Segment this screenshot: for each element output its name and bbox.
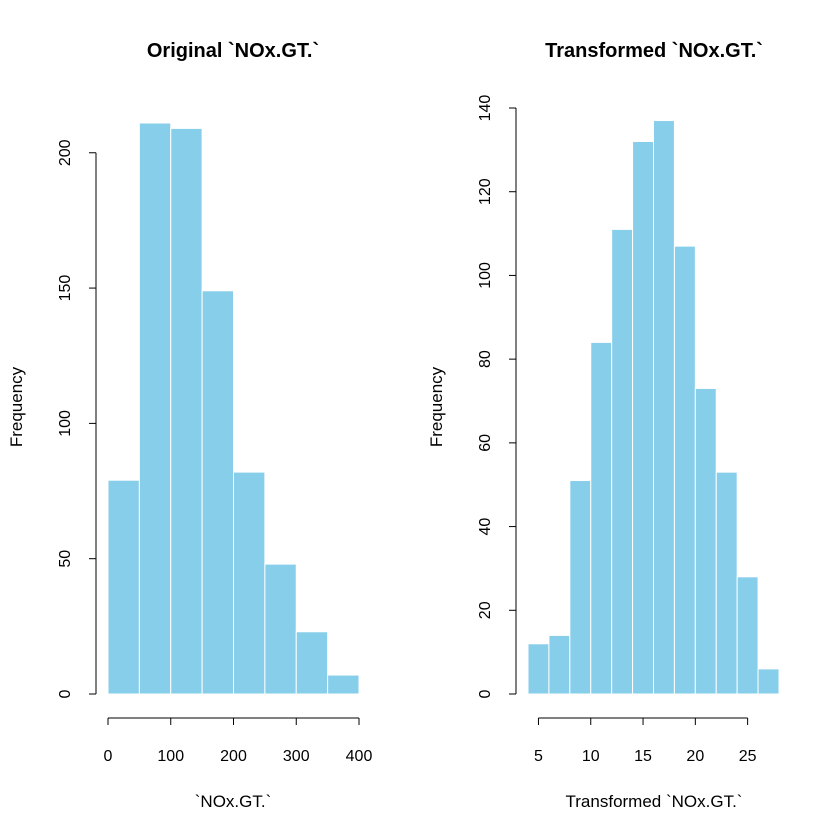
x-tick-label: 10 <box>582 748 600 765</box>
y-tick-label: 40 <box>477 518 494 536</box>
y-tick-label: 60 <box>477 434 494 452</box>
histogram-bar <box>757 668 780 695</box>
y-axis-title: Frequency <box>427 366 446 447</box>
histogram-bar <box>170 127 203 695</box>
x-tick-label: 300 <box>283 748 310 765</box>
histogram-bar <box>233 471 266 695</box>
histogram-bar <box>632 140 654 695</box>
histogram-bar <box>527 643 550 695</box>
histogram-transformed: Transformed `NOx.GT.` Transformed `NOx.G… <box>427 40 780 811</box>
histogram-bar <box>611 228 634 695</box>
y-tick-label: 150 <box>57 275 74 302</box>
histogram-bar <box>736 576 759 695</box>
histogram-bar <box>107 479 140 695</box>
histogram-bar <box>264 563 297 695</box>
x-tick-label: 5 <box>534 748 543 765</box>
x-tick-label: 200 <box>220 748 247 765</box>
histogram-bar <box>138 122 172 695</box>
x-tick-label: 0 <box>104 748 113 765</box>
x-axis: 0 100 200 300 400 <box>104 717 373 765</box>
x-axis-title: `NOx.GT.` <box>195 792 272 811</box>
histogram-bar <box>653 120 675 695</box>
y-tick-label: 50 <box>57 550 74 568</box>
y-tick-label: 120 <box>477 178 494 205</box>
histogram-bar <box>295 631 329 695</box>
bars <box>107 122 360 695</box>
histogram-bar <box>590 341 613 695</box>
y-tick-label: 0 <box>477 689 494 698</box>
x-axis-title: Transformed `NOx.GT.` <box>566 792 743 811</box>
x-axis: 5 10 15 20 25 <box>534 717 757 765</box>
x-tick-label: 20 <box>686 748 704 765</box>
y-tick-label: 100 <box>57 410 74 437</box>
y-tick-label: 0 <box>57 689 74 698</box>
y-tick-label: 100 <box>477 262 494 289</box>
y-tick-label: 20 <box>477 601 494 619</box>
x-tick-label: 100 <box>157 748 184 765</box>
y-tick-label: 200 <box>57 139 74 166</box>
bars <box>527 120 780 695</box>
chart-title: Original `NOx.GT.` <box>147 40 319 62</box>
histogram-bar <box>715 471 738 695</box>
x-tick-label: 15 <box>634 748 652 765</box>
y-axis: 0 20 40 60 80 100 120 140 <box>477 95 517 698</box>
histogram-original: Original `NOx.GT.` `NOx.GT.` Frequency 0… <box>7 40 372 811</box>
histogram-bar <box>673 245 696 695</box>
histogram-bar <box>201 290 234 695</box>
histogram-bar <box>694 387 717 695</box>
histogram-bar <box>327 674 360 695</box>
y-axis: 0 50 100 150 200 <box>57 139 97 698</box>
histogram-bar <box>548 634 571 695</box>
y-tick-label: 80 <box>477 350 494 368</box>
x-tick-label: 25 <box>739 748 757 765</box>
y-axis-title: Frequency <box>7 366 26 447</box>
histogram-bar <box>569 480 592 695</box>
x-tick-label: 400 <box>346 748 373 765</box>
y-tick-label: 140 <box>477 95 494 122</box>
chart-title: Transformed `NOx.GT.` <box>545 40 763 62</box>
